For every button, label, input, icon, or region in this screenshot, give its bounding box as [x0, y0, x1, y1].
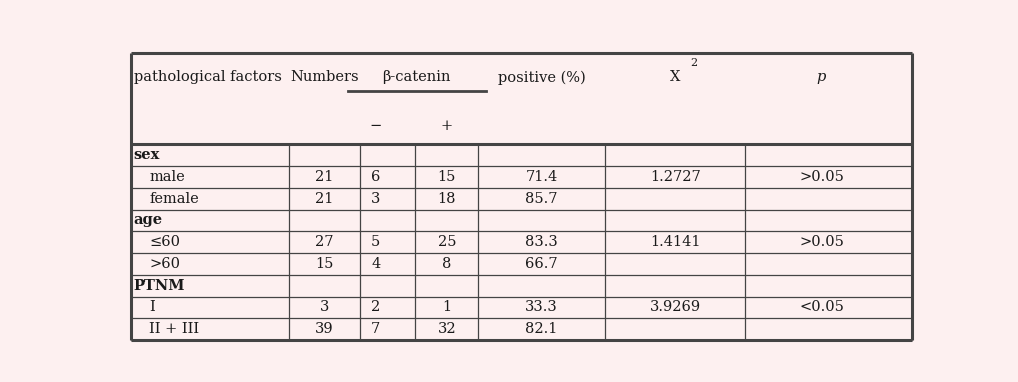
Text: 4: 4 [372, 257, 381, 271]
Text: 71.4: 71.4 [525, 170, 558, 184]
Text: 6: 6 [372, 170, 381, 184]
Text: 2: 2 [372, 300, 381, 314]
Text: 15: 15 [316, 257, 334, 271]
Text: Numbers: Numbers [290, 70, 358, 84]
Text: PTNM: PTNM [133, 278, 185, 293]
Text: 66.7: 66.7 [525, 257, 558, 271]
Text: positive (%): positive (%) [498, 70, 585, 85]
Text: male: male [150, 170, 185, 184]
Text: II + III: II + III [150, 322, 200, 336]
Text: >60: >60 [150, 257, 180, 271]
Text: ≤60: ≤60 [150, 235, 180, 249]
Text: >0.05: >0.05 [799, 235, 844, 249]
Text: 25: 25 [438, 235, 456, 249]
Text: sex: sex [133, 148, 160, 162]
Text: 1: 1 [442, 300, 451, 314]
Text: 33.3: 33.3 [525, 300, 558, 314]
Text: 27: 27 [316, 235, 334, 249]
Text: 3: 3 [320, 300, 329, 314]
Text: 15: 15 [438, 170, 456, 184]
Text: 2: 2 [690, 58, 697, 68]
Text: 39: 39 [316, 322, 334, 336]
Text: 83.3: 83.3 [525, 235, 558, 249]
Text: I: I [150, 300, 155, 314]
Text: female: female [150, 192, 200, 206]
Text: 3: 3 [372, 192, 381, 206]
Text: >0.05: >0.05 [799, 170, 844, 184]
Text: <0.05: <0.05 [799, 300, 844, 314]
Text: 7: 7 [372, 322, 381, 336]
Text: 3.9269: 3.9269 [651, 300, 701, 314]
Text: 85.7: 85.7 [525, 192, 558, 206]
Text: pathological factors: pathological factors [133, 70, 281, 84]
Text: 5: 5 [372, 235, 381, 249]
Text: β-catenin: β-catenin [383, 70, 451, 84]
Text: +: + [441, 119, 453, 133]
Text: 82.1: 82.1 [525, 322, 558, 336]
Text: p: p [816, 70, 827, 84]
Text: 21: 21 [316, 192, 334, 206]
Text: age: age [133, 214, 163, 227]
Text: 18: 18 [438, 192, 456, 206]
Text: 32: 32 [438, 322, 456, 336]
Text: X: X [671, 70, 681, 84]
Text: 1.4141: 1.4141 [651, 235, 700, 249]
Text: −: − [370, 119, 382, 133]
Text: 1.2727: 1.2727 [651, 170, 701, 184]
Text: 21: 21 [316, 170, 334, 184]
Text: 8: 8 [442, 257, 451, 271]
